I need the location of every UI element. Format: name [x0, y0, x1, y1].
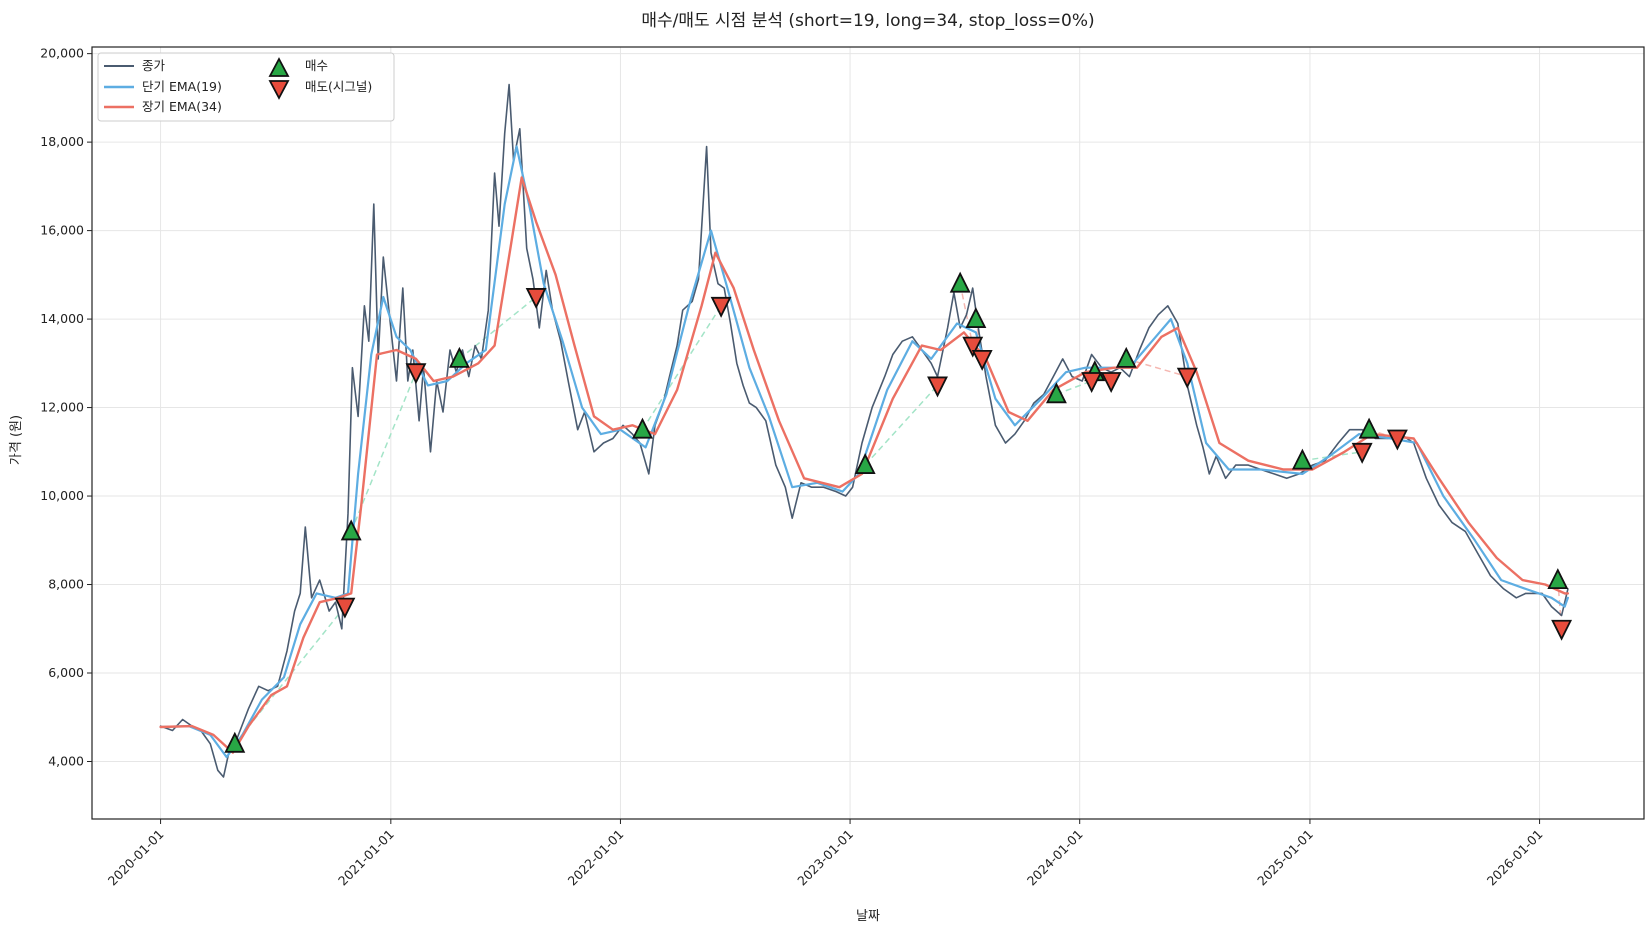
buy-marker	[965, 307, 987, 328]
series-close-line	[159, 83, 1569, 778]
series-short-ema-line	[159, 145, 1569, 759]
chart-title: 매수/매도 시점 분석 (short=19, long=34, stop_los…	[641, 11, 1094, 31]
legend-close-label: 종가	[142, 58, 166, 73]
sell-marker	[1551, 619, 1573, 641]
y-tick-label: 6,000	[48, 665, 84, 680]
legend-long-ema-label: 장기 EMA(34)	[142, 99, 222, 114]
sell-marker	[1386, 429, 1408, 451]
sell-marker	[927, 376, 948, 398]
buy-marker	[1358, 417, 1380, 439]
legend-box	[97, 52, 395, 122]
signal-markers	[224, 271, 1573, 753]
y-axis-label: 가격 (원)	[9, 415, 24, 465]
y-tick-label: 18,000	[40, 134, 84, 149]
buy-marker	[1291, 448, 1313, 470]
buy-marker	[1045, 382, 1067, 404]
sell-marker	[1351, 442, 1373, 464]
sell-marker	[1176, 367, 1198, 389]
legend: 종가 단기 EMA(19) 장기 EMA(34) 매수 매도(시그널)	[97, 52, 395, 122]
grid-lines	[92, 47, 1644, 819]
sell-marker	[971, 349, 993, 371]
sell-marker	[334, 597, 356, 619]
y-tick-label: 8,000	[48, 577, 84, 592]
trade-link	[350, 371, 417, 532]
y-tick-label: 10,000	[40, 488, 84, 503]
sell-marker	[962, 336, 984, 358]
plot-frame	[91, 46, 1645, 820]
y-tick-label: 20,000	[40, 46, 84, 61]
x-axis-label: 날짜	[856, 909, 880, 924]
legend-buy-marker	[268, 57, 290, 77]
y-tick-label: 12,000	[40, 400, 84, 415]
trade-link	[641, 305, 722, 431]
y-tick-label: 4,000	[48, 753, 84, 768]
trade-link	[1056, 380, 1092, 395]
trade-link	[458, 296, 537, 360]
sell-marker	[710, 296, 732, 318]
buy-marker	[632, 417, 653, 439]
buy-marker	[340, 519, 362, 541]
buy-marker	[1115, 346, 1137, 368]
buy-marker	[854, 453, 876, 474]
trade-link	[1126, 358, 1188, 378]
legend-sell-label: 매도(시그널)	[305, 79, 372, 94]
buy-marker	[1547, 568, 1569, 590]
y-tick-label: 14,000	[40, 311, 84, 326]
sell-marker	[405, 363, 427, 385]
trade-link	[864, 384, 939, 466]
buy-marker	[448, 346, 470, 368]
y-tick-label: 16,000	[40, 223, 84, 238]
sell-marker	[1081, 372, 1103, 394]
legend-buy-label: 매수	[305, 58, 328, 73]
legend-short-ema-label: 단기 EMA(19)	[142, 79, 222, 94]
sell-marker	[1100, 372, 1122, 394]
trade-link	[1302, 451, 1363, 462]
buy-marker	[224, 731, 246, 753]
sell-marker	[525, 288, 547, 309]
buy-marker	[949, 271, 971, 293]
legend-sell-marker	[268, 80, 290, 100]
